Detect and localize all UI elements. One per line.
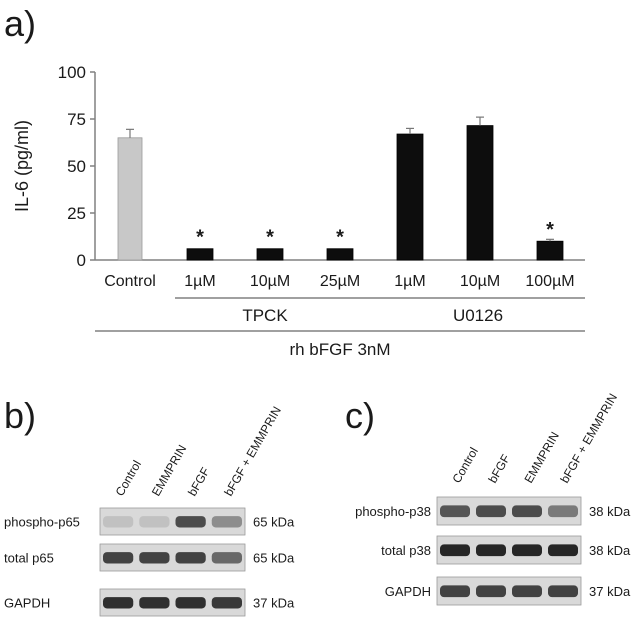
- x-tick-label: 1µM: [184, 273, 215, 290]
- lane-label: Control: [449, 445, 480, 486]
- protein-band: [103, 552, 134, 564]
- bar: [536, 240, 564, 261]
- x-tick-labels: Control 1µM 10µM 25µM 1µM 10µM 100µM: [104, 273, 574, 290]
- protein-band: [512, 585, 542, 598]
- y-tick-label: 0: [77, 251, 86, 270]
- x-tick-label: 25µM: [320, 273, 360, 290]
- protein-band: [175, 552, 206, 564]
- blot-size-label: 37 kDa: [589, 584, 631, 599]
- x-tick-label: 10µM: [250, 273, 290, 290]
- blot-row-label: total p38: [381, 543, 431, 558]
- lane-label: bFGF: [485, 452, 512, 486]
- bar: [396, 133, 424, 261]
- y-tick-label: 50: [67, 157, 86, 176]
- y-axis-label: IL-6 (pg/ml): [12, 120, 32, 212]
- protein-band: [476, 585, 506, 598]
- protein-band: [548, 505, 578, 518]
- blot-row-label: GAPDH: [385, 584, 431, 599]
- blot-size-label: 65 kDa: [253, 551, 295, 566]
- lane-label: bFGF + EMMPRIN: [221, 404, 284, 498]
- protein-band: [440, 544, 470, 557]
- protein-band: [139, 552, 170, 564]
- protein-band: [440, 505, 470, 518]
- group-label-tpck: TPCK: [242, 306, 288, 325]
- lane-label: Control: [113, 458, 144, 499]
- bar: [466, 125, 494, 261]
- blot-size-label: 38 kDa: [589, 543, 631, 558]
- protein-band: [139, 516, 170, 528]
- y-ticks: 0 25 50 75 100: [58, 63, 95, 270]
- significance-marker: *: [546, 219, 554, 241]
- protein-band: [139, 597, 170, 609]
- bar: [256, 248, 284, 261]
- panel-label-a: a): [4, 3, 36, 44]
- x-tick-label: 100µM: [525, 273, 574, 290]
- protein-band: [103, 516, 134, 528]
- protein-band: [548, 544, 578, 557]
- bar: [326, 248, 354, 261]
- blot-row-label: GAPDH: [4, 596, 50, 611]
- y-tick-label: 100: [58, 63, 86, 82]
- protein-band: [548, 585, 578, 598]
- protein-band: [476, 505, 506, 518]
- protein-band: [440, 585, 470, 598]
- x-tick-label: 1µM: [394, 273, 425, 290]
- lane-label: bFGF + EMMPRIN: [557, 391, 620, 485]
- lane-label: EMMPRIN: [149, 442, 189, 498]
- significance-marker: *: [196, 227, 204, 249]
- bar: [186, 248, 214, 261]
- protein-band: [211, 516, 242, 528]
- protein-band: [211, 597, 242, 609]
- protein-band: [512, 544, 542, 557]
- protein-band: [476, 544, 506, 557]
- blot-row-label: phospho-p38: [355, 504, 431, 519]
- lane-label: bFGF: [185, 465, 212, 499]
- x-tick-label: 10µM: [460, 273, 500, 290]
- significance-marker: *: [266, 227, 274, 249]
- y-tick-label: 25: [67, 204, 86, 223]
- panel-label-b: b): [4, 395, 36, 436]
- significance-marker: *: [336, 227, 344, 249]
- lane-label: EMMPRIN: [521, 429, 561, 485]
- x-tick-label: Control: [104, 273, 156, 290]
- panel-label-c: c): [345, 395, 375, 436]
- bars: * * * *: [117, 116, 564, 261]
- blot-row-label: phospho-p65: [4, 515, 80, 530]
- protein-band: [175, 516, 206, 528]
- blot-membrane: [99, 507, 246, 536]
- protein-band: [103, 597, 134, 609]
- group-label-u0126: U0126: [453, 306, 503, 325]
- blot-size-label: 37 kDa: [253, 596, 295, 611]
- blot-row-label: total p65: [4, 551, 54, 566]
- blot-size-label: 65 kDa: [253, 515, 295, 530]
- protein-band: [512, 505, 542, 518]
- bar: [117, 137, 143, 261]
- blot-size-label: 38 kDa: [589, 504, 631, 519]
- protein-band: [211, 552, 242, 564]
- treatment-label: rh bFGF 3nM: [289, 340, 390, 359]
- y-tick-label: 75: [67, 110, 86, 129]
- protein-band: [175, 597, 206, 609]
